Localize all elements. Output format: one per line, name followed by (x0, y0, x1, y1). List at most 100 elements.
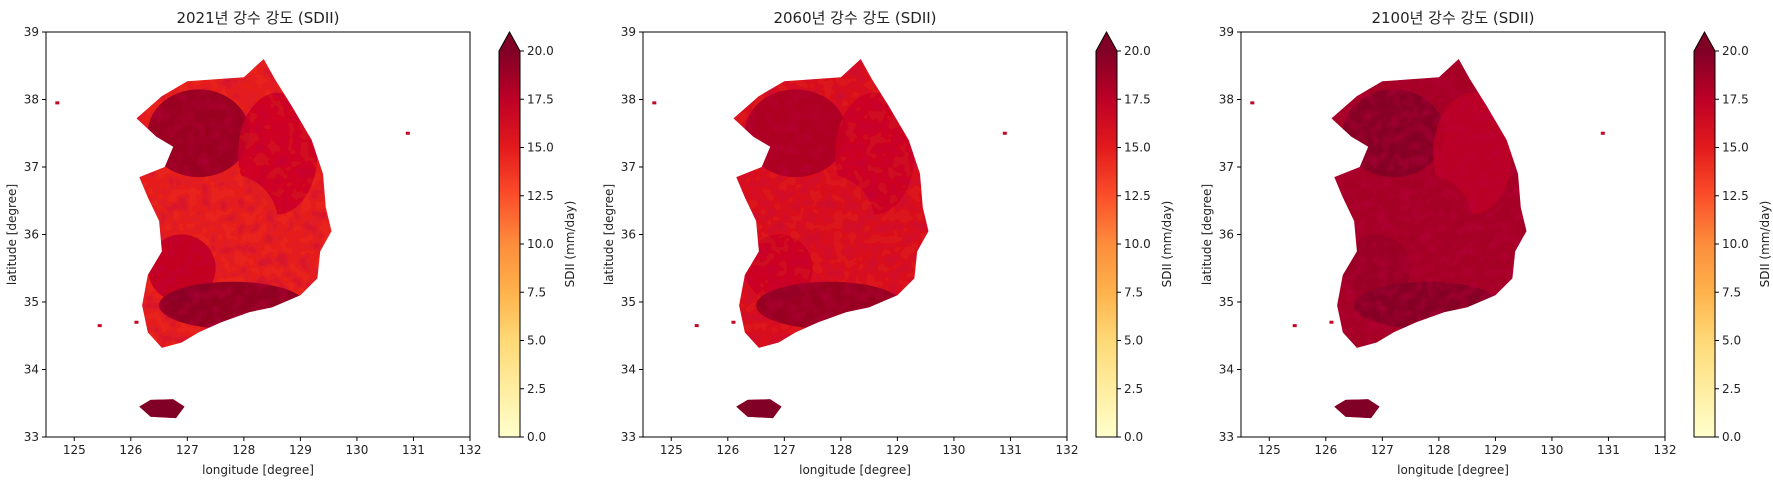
colorbar-tick-label: 7.5 (527, 285, 546, 299)
x-tick-label: 127 (773, 443, 796, 457)
colorbar: 0.0 2.5 5.0 7.5 10.0 12.5 15.0 17.5 20.0 SDII (mm… (1095, 30, 1174, 444)
x-tick-label: 131 (1597, 443, 1620, 457)
x-tick-label: 129 (886, 443, 909, 457)
colorbar-label: SDII (mm/day) (1758, 201, 1772, 288)
colorbar-tick-label: 20.0 (1722, 44, 1749, 58)
x-tick-label: 126 (1314, 443, 1337, 457)
y-tick-label: 35 (621, 295, 636, 309)
panel-title: 2021년 강수 강도 (SDII) (176, 9, 339, 27)
island-3 (134, 320, 139, 324)
colorbar-gradient (499, 51, 520, 437)
y-tick-label: 36 (24, 228, 39, 242)
island-4 (97, 324, 102, 328)
x-tick-label: 130 (942, 443, 965, 457)
colorbar-tick-label: 17.5 (527, 92, 554, 106)
y-tick-label: 37 (621, 160, 636, 174)
colorbar-tick-label: 7.5 (1124, 285, 1143, 299)
colorbar-tick-label: 2.5 (527, 382, 546, 396)
island-3 (731, 320, 736, 324)
x-tick-label: 130 (1540, 443, 1563, 457)
colorbar-tick-label: 10.0 (527, 237, 554, 251)
x-tick-label: 126 (119, 443, 142, 457)
colorbar-tick-label: 5.0 (527, 334, 546, 348)
x-tick-label: 129 (289, 443, 312, 457)
region-jeju (1334, 399, 1380, 419)
map-panel-2: 125 126 127 128 129 130 131 132 33 34 35 36 37 38 39 20… (602, 9, 1174, 477)
x-tick-label: 127 (1371, 443, 1394, 457)
colorbar-tick-label: 5.0 (1722, 334, 1741, 348)
y-axis-label: latitude [degree] (1200, 184, 1214, 285)
y-tick-label: 36 (621, 228, 636, 242)
y-tick-label: 37 (24, 160, 39, 174)
colorbar: 0.0 2.5 5.0 7.5 10.0 12.5 15.0 17.5 20.0 SDII (mm… (498, 30, 577, 444)
x-tick-label: 129 (1484, 443, 1507, 457)
colorbar-tick-label: 20.0 (1124, 44, 1151, 58)
colorbar-tick-label: 12.5 (1124, 189, 1151, 203)
island-1 (1250, 101, 1255, 105)
y-tick-label: 35 (1219, 295, 1234, 309)
island-1 (652, 101, 657, 105)
colorbar-gradient (1694, 51, 1715, 437)
colorbar-label: SDII (mm/day) (563, 201, 577, 288)
colorbar-tick-label: 15.0 (1722, 141, 1749, 155)
x-axis-label: longitude [degree] (202, 463, 314, 477)
colorbar-tick-label: 0.0 (1722, 430, 1741, 444)
y-tick-label: 39 (621, 25, 636, 39)
x-tick-label: 128 (829, 443, 852, 457)
y-tick-label: 39 (24, 25, 39, 39)
y-tick-label: 33 (1219, 430, 1234, 444)
x-tick-label: 132 (1056, 443, 1079, 457)
region-northwest (744, 89, 847, 178)
colorbar-tick-label: 17.5 (1722, 92, 1749, 106)
y-tick-label: 34 (621, 363, 636, 377)
x-tick-label: 126 (716, 443, 739, 457)
island-1 (55, 101, 60, 105)
colorbar-tick-label: 2.5 (1124, 382, 1143, 396)
x-tick-label: 131 (402, 443, 425, 457)
y-tick-label: 38 (1219, 93, 1234, 107)
x-axis-label: longitude [degree] (799, 463, 911, 477)
colorbar-tick-label: 5.0 (1124, 334, 1143, 348)
colorbar-tick-label: 12.5 (527, 189, 554, 203)
x-tick-label: 128 (1427, 443, 1450, 457)
colorbar-tick-label: 12.5 (1722, 189, 1749, 203)
colorbar-tick-label: 15.0 (527, 141, 554, 155)
colorbar-tick-label: 17.5 (1124, 92, 1151, 106)
island-2 (1600, 131, 1605, 135)
y-tick-label: 38 (24, 93, 39, 107)
x-tick-label: 131 (999, 443, 1022, 457)
y-tick-label: 39 (1219, 25, 1234, 39)
colorbar-gradient (1096, 51, 1117, 437)
y-axis-label: latitude [degree] (5, 184, 19, 285)
colorbar-frame (1095, 30, 1118, 438)
colorbar-tick-label: 0.0 (1124, 430, 1143, 444)
island-4 (1292, 324, 1297, 328)
panel-title: 2060년 강수 강도 (SDII) (773, 9, 936, 27)
region-jeju (139, 399, 185, 419)
island-2 (405, 131, 410, 135)
x-tick-label: 125 (660, 443, 683, 457)
x-axis-label: longitude [degree] (1397, 463, 1509, 477)
x-tick-label: 125 (1258, 443, 1281, 457)
colorbar-tick-label: 20.0 (527, 44, 554, 58)
colorbar-tick-label: 15.0 (1124, 141, 1151, 155)
x-tick-label: 127 (176, 443, 199, 457)
y-tick-label: 33 (24, 430, 39, 444)
panel-title: 2100년 강수 강도 (SDII) (1371, 9, 1534, 27)
y-tick-label: 37 (1219, 160, 1234, 174)
colorbar-frame (498, 30, 521, 438)
island-3 (1329, 320, 1334, 324)
colorbar-tick-label: 7.5 (1722, 285, 1741, 299)
colorbar-tick-label: 10.0 (1722, 237, 1749, 251)
y-tick-label: 34 (1219, 363, 1234, 377)
colorbar-extend-arrow (1694, 32, 1715, 51)
map-panel-3: 125 126 127 128 129 130 131 132 33 34 35 36 37 38 39 21… (1200, 9, 1772, 477)
x-tick-label: 132 (1654, 443, 1677, 457)
region-northwest (1342, 89, 1445, 178)
x-tick-label: 128 (232, 443, 255, 457)
colorbar-frame (1693, 30, 1716, 438)
y-tick-label: 36 (1219, 228, 1234, 242)
colorbar-tick-label: 10.0 (1124, 237, 1151, 251)
region-northwest (147, 89, 250, 178)
